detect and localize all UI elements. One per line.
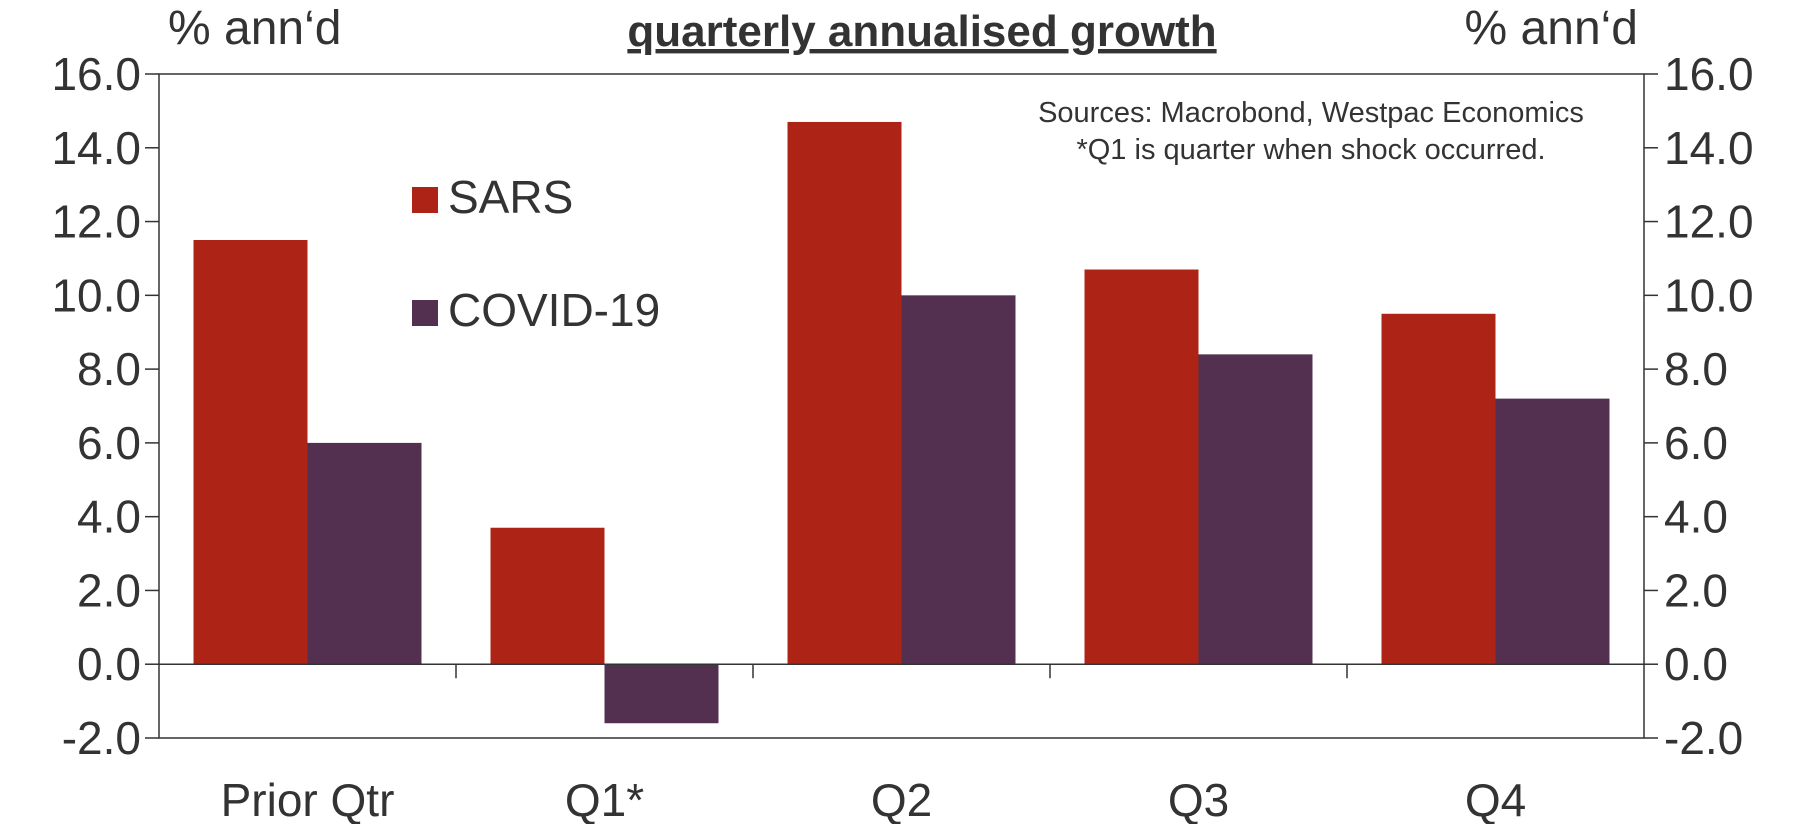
y-tick-label-right: 14.0 xyxy=(1664,122,1754,174)
bar-covid-19-q4 xyxy=(1495,398,1610,665)
bars xyxy=(193,121,1610,724)
x-tick-label: Prior Qtr xyxy=(221,774,395,824)
y-axis-ticks: 16.0 16.0 14.0 14.0 12.0 12.0 10.0 10.0 8.0 8.0 6.… xyxy=(51,48,1753,764)
y-tick-label-left: 0.0 xyxy=(77,638,141,690)
y-tick-label-right: 16.0 xyxy=(1664,48,1754,100)
x-tick-label: Q4 xyxy=(1465,774,1526,824)
y-tick-label-left: 4.0 xyxy=(77,491,141,543)
bar-covid-19-q1 xyxy=(604,664,719,724)
annotation-q1-note: *Q1 is quarter when shock occurred. xyxy=(1076,134,1545,166)
annotation-sources: Sources: Macrobond, Westpac Economics xyxy=(1038,97,1584,129)
bar-sars-q1 xyxy=(490,527,605,665)
y-tick-label-right: 6.0 xyxy=(1664,417,1728,469)
y-tick-label-left: 8.0 xyxy=(77,343,141,395)
bar-sars-prior-qtr xyxy=(193,240,308,665)
y-tick-label-left: 10.0 xyxy=(51,269,141,321)
x-axis-categories: Prior Qtr Q1* Q2 Q3 Q4 xyxy=(221,664,1526,826)
legend: SARS COVID-19 xyxy=(412,171,660,336)
x-tick-label: Q3 xyxy=(1168,774,1229,824)
y-tick-label-right: 10.0 xyxy=(1664,269,1754,321)
bar-covid-19-q3 xyxy=(1198,354,1313,665)
y-tick-label-right: 0.0 xyxy=(1664,638,1728,690)
plot-frame xyxy=(158,73,1645,739)
legend-swatch-sars xyxy=(412,187,438,213)
legend-label-covid-19: COVID-19 xyxy=(448,284,660,336)
y-tick-label-right: 2.0 xyxy=(1664,564,1728,616)
bar-covid-19-q2 xyxy=(901,295,1016,665)
chart-title: quarterly annualised growth xyxy=(627,7,1216,56)
bar-covid-19-prior-qtr xyxy=(307,442,422,665)
bar-sars-q4 xyxy=(1381,313,1496,665)
y-tick-label-left: 16.0 xyxy=(51,48,141,100)
y-tick-label-left: 12.0 xyxy=(51,196,141,248)
y-tick-label-right: 8.0 xyxy=(1664,343,1728,395)
x-tick-label: Q1* xyxy=(565,774,644,824)
y-axis-label-left: % ann‘d xyxy=(168,2,341,55)
y-tick-label-right: 12.0 xyxy=(1664,196,1754,248)
bar-sars-q3 xyxy=(1084,269,1199,665)
y-tick-label-left: 14.0 xyxy=(51,122,141,174)
legend-label-sars: SARS xyxy=(448,171,573,223)
x-tick-label: Q2 xyxy=(871,774,932,824)
y-tick-label-right: 4.0 xyxy=(1664,491,1728,543)
y-tick-label-left: 2.0 xyxy=(77,564,141,616)
bar-sars-q2 xyxy=(787,121,902,665)
y-axis-label-right: % ann‘d xyxy=(1465,2,1638,55)
y-tick-label-left: 6.0 xyxy=(77,417,141,469)
y-tick-label-right: -2.0 xyxy=(1664,712,1743,764)
y-tick-label-left: -2.0 xyxy=(62,712,141,764)
legend-swatch-covid-19 xyxy=(412,300,438,326)
